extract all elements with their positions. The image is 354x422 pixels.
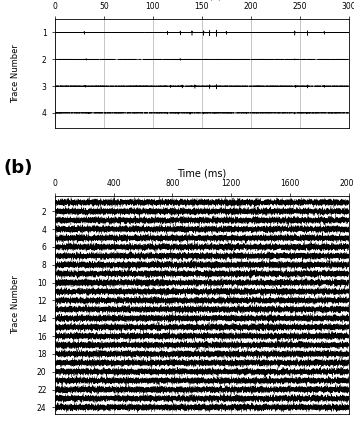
Y-axis label: Trace Number: Trace Number (11, 44, 19, 103)
X-axis label: Time (s): Time (s) (182, 0, 222, 1)
Y-axis label: Trace Number: Trace Number (11, 276, 19, 334)
Text: (b): (b) (4, 159, 33, 177)
X-axis label: Time (ms): Time (ms) (177, 168, 227, 178)
